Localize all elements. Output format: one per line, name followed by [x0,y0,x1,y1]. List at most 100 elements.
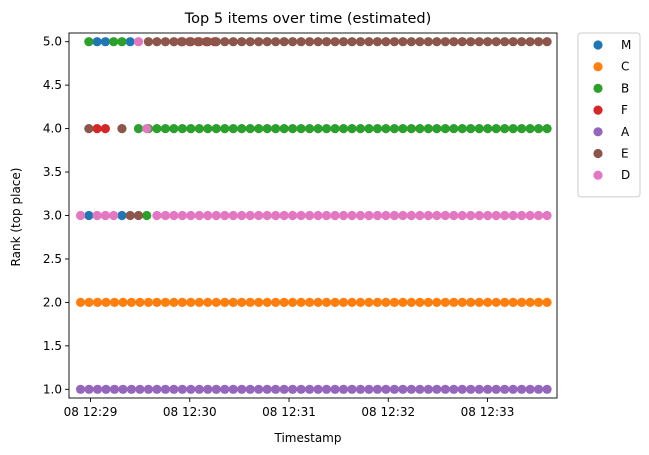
data-point-A [449,384,459,394]
data-point-A [508,384,518,394]
data-point-A [517,384,527,394]
data-point-E [500,37,510,47]
data-point-C [304,297,315,307]
data-point-D [262,210,272,221]
data-point-A [406,384,416,394]
data-point-A [92,384,103,394]
data-point-A [211,384,221,394]
data-point-A [330,384,340,394]
data-point-C [271,297,281,307]
data-point-M [84,210,94,221]
data-point-D [75,210,86,221]
legend-label: C [621,60,629,74]
data-point-B [279,124,289,134]
data-point-A [186,384,196,394]
data-point-E [525,37,535,47]
data-point-E [262,37,272,47]
data-point-M [92,37,102,47]
data-point-E [330,37,340,47]
data-point-C [406,297,416,307]
data-point-D [211,210,221,221]
data-point-A [313,384,323,394]
data-point-D [389,210,399,221]
data-point-A [75,384,86,394]
data-point-A [101,384,111,394]
data-point-C [542,297,552,307]
x-tick-label: 08 12:29 [64,405,118,419]
x-tick-label: 08 12:33 [461,405,515,419]
data-point-C [483,297,493,307]
data-point-A [423,384,433,394]
data-point-E [415,37,425,47]
data-point-E [517,37,527,47]
data-point-B [491,124,501,134]
y-tick-label: 4.0 [43,122,62,136]
data-point-D [186,210,196,221]
data-point-D [203,210,213,221]
y-tick-label: 1.0 [43,382,62,396]
data-point-E [237,37,247,47]
data-point-D [133,37,144,47]
data-point-A [483,384,493,394]
data-point-E [381,37,391,47]
data-point-C [517,297,527,307]
data-point-D [338,210,349,221]
data-point-E [313,37,323,47]
data-point-M [100,37,110,47]
data-point-A [135,384,145,394]
data-point-B [423,124,433,134]
data-point-D [474,210,484,221]
data-point-D [440,210,450,221]
data-point-D [321,210,332,221]
data-point-E [288,37,298,47]
data-point-E [169,37,179,47]
data-point-C [313,297,323,307]
data-point-E [143,37,154,47]
data-point-B [304,124,315,134]
data-point-B [186,124,196,134]
data-point-D [228,210,238,221]
data-point-C [355,297,366,307]
data-point-M [117,210,127,221]
data-point-C [381,297,391,307]
data-point-B [117,37,127,47]
data-point-D [304,210,315,221]
data-point-A [109,384,120,394]
data-point-C [186,297,196,307]
data-point-B [194,124,204,134]
data-point-A [304,384,315,394]
data-point-E [84,124,94,134]
data-point-E [194,37,204,47]
data-point-C [398,297,408,307]
data-point-C [296,297,306,307]
data-point-D [220,210,230,221]
x-axis-title: Timestamp [274,431,342,445]
data-point-B [330,124,340,134]
data-point-D [313,210,323,221]
legend-label: E [621,147,629,161]
data-point-B [84,37,94,47]
data-point-A [381,384,391,394]
x-tick-label: 08 12:31 [262,405,316,419]
data-point-B [262,124,272,134]
data-point-D [533,210,544,221]
data-point-D [415,210,425,221]
data-point-E [432,37,442,47]
data-point-C [423,297,433,307]
data-point-B [398,124,408,134]
data-point-B [152,124,162,134]
data-point-A [237,384,247,394]
data-point-D [508,210,518,221]
data-point-D [296,210,306,221]
data-point-C [449,297,459,307]
data-point-C [440,297,450,307]
data-point-E [177,37,187,47]
data-point-E [457,37,467,47]
data-point-E [355,37,366,47]
data-point-A [440,384,450,394]
data-point-B [313,124,323,134]
data-point-E [211,37,221,47]
data-point-B [228,124,238,134]
data-point-A [432,384,442,394]
